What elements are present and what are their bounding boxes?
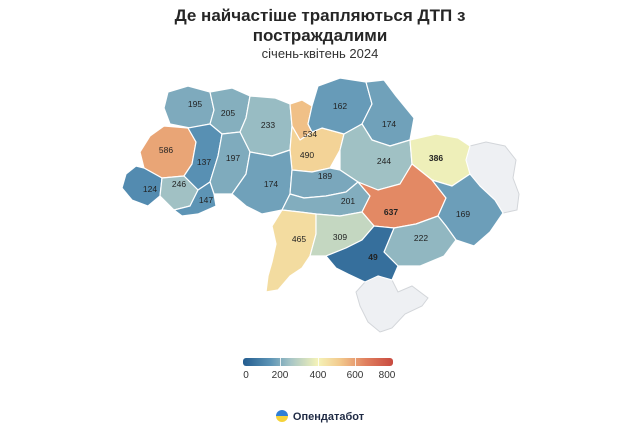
region-labels: 195 205 233 534 490 162 174 586 137 197 … [143,99,470,262]
legend-tick-mark [355,358,356,366]
label-sumy: 174 [382,119,396,129]
region-odesa [265,209,317,293]
region-crimea [355,275,429,333]
label-zakarpattia: 124 [143,184,157,194]
label-kharkiv: 386 [429,153,443,163]
legend-tick-mark [280,358,281,366]
label-vinnytsia: 174 [264,179,278,189]
label-khmelnytskyi: 197 [226,153,240,163]
title-line: Де найчастіше трапляються ДТП з постражда… [174,6,466,45]
legend-tick-0: 0 [243,370,249,381]
label-zaporizhzhia: 222 [414,233,428,243]
brand-name: Опендатабот [292,411,365,423]
region-chernivtsi [173,181,217,217]
label-volyn: 195 [188,99,202,109]
opendatabot-logo-icon [275,410,288,422]
page-title: Де найчастіше трапляються ДТП з постражда… [0,6,640,46]
brand-footer: Опендатабот [0,410,640,423]
label-kyiv-oblast: 490 [300,150,314,160]
label-donetsk: 169 [456,209,470,219]
label-chernivtsi: 147 [199,195,213,205]
label-kirovohrad: 201 [341,196,355,206]
label-ternopil: 137 [197,157,211,167]
label-rivne: 205 [221,108,235,118]
color-legend: 0 200 400 600 800 [243,358,396,388]
legend-tick-200: 200 [271,370,289,381]
legend-tick-mark [318,358,319,366]
label-ivano-frankivsk: 246 [172,179,186,189]
region-zakarpattia [121,165,163,207]
legend-tick-800: 800 [378,370,396,381]
label-kherson: 49 [368,252,378,262]
region-kherson [325,225,399,283]
label-odesa: 465 [292,234,306,244]
label-chernihiv: 162 [333,101,347,111]
label-kyiv-city: 534 [303,129,317,139]
label-cherkasy: 189 [318,171,332,181]
label-lviv: 586 [159,145,173,155]
label-poltava: 244 [377,156,391,166]
label-zhytomyr: 233 [261,120,275,130]
page-subtitle: січень-квітень 2024 [261,46,379,61]
legend-tick-600: 600 [346,370,364,381]
label-mykolaiv: 309 [333,232,347,242]
legend-tick-400: 400 [309,370,327,381]
label-dnipropetrovsk: 637 [384,207,398,217]
